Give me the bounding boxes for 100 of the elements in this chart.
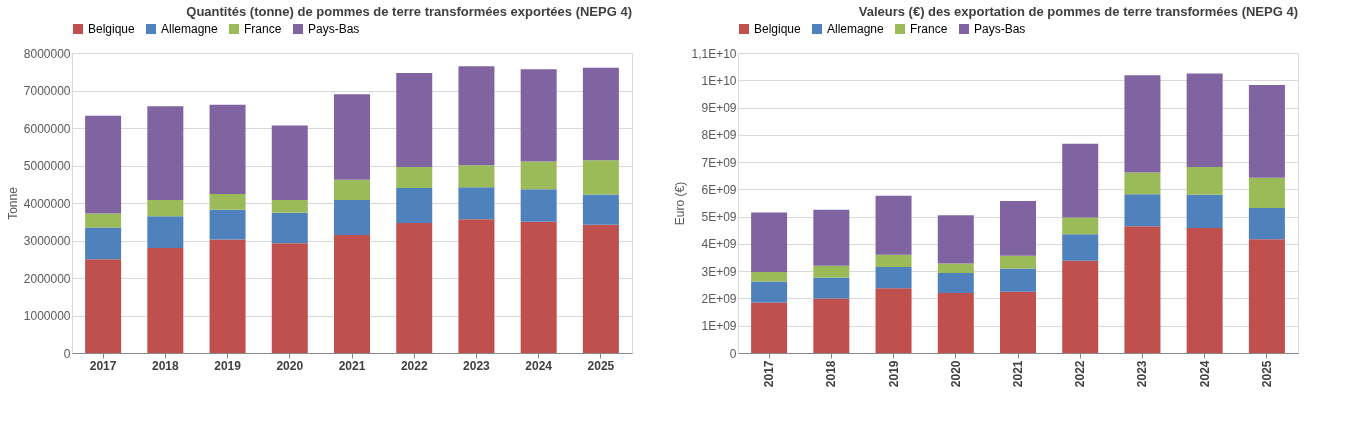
bar [458, 219, 495, 353]
y-tick-label: 1E+09 [701, 319, 737, 334]
bar [209, 194, 246, 210]
bar [813, 265, 850, 278]
bar [458, 165, 495, 188]
bar [813, 298, 850, 353]
y-tick-label: 0 [729, 346, 737, 361]
x-tick-label: 2018 [824, 360, 839, 388]
bar [334, 200, 370, 235]
x-tick-label: 2018 [151, 358, 179, 373]
y-tick-label: 6000000 [23, 121, 71, 136]
bar [751, 281, 788, 303]
x-tick-label: 2022 [1073, 360, 1088, 388]
bar [751, 272, 788, 282]
y-tick-label: 3E+09 [701, 264, 737, 279]
y-tick-label: 5000000 [23, 159, 71, 173]
bar [1186, 167, 1223, 195]
x-tick-label: 2017 [762, 360, 777, 388]
bar [1248, 239, 1285, 353]
y-tick-label: 7000000 [23, 84, 71, 98]
x-tick-label: 2020 [276, 358, 304, 373]
bar [1062, 260, 1099, 353]
bar [147, 248, 184, 353]
y-tick-label: 1E+10 [701, 73, 737, 88]
bar [813, 209, 850, 266]
bar [147, 106, 184, 200]
y-tick-label: 1,1E+10 [691, 46, 737, 61]
y-tick-label: 9E+09 [701, 101, 737, 116]
bar [1248, 84, 1285, 178]
bar [334, 234, 370, 353]
legend-label: Allemagne [827, 22, 885, 36]
x-tick-label: 2025 [1259, 360, 1274, 388]
x-tick-label: 2022 [400, 358, 428, 373]
x-tick-label: 2024 [1197, 360, 1212, 388]
bar [209, 104, 246, 194]
bar [520, 161, 557, 190]
x-tick-label: 2019 [886, 360, 901, 388]
x-tick-label: 2024 [525, 358, 553, 373]
chart-title: Quantités (tonne) de pommes de terre transformées exportées (NEPG 4) [186, 4, 632, 19]
bar [271, 212, 308, 244]
bar [582, 224, 619, 353]
bar [875, 195, 912, 255]
y-tick-label: 1000000 [23, 309, 71, 323]
bar [1186, 228, 1223, 353]
bar [271, 243, 308, 353]
bar [751, 302, 788, 353]
x-tick-label: 2023 [463, 358, 491, 373]
bar [396, 167, 433, 188]
bar [1000, 291, 1036, 353]
y-axis-title: Tonne [5, 186, 20, 220]
bar [334, 94, 370, 180]
legend-label: Belgique [754, 22, 802, 36]
bar [1062, 234, 1099, 261]
bar [209, 239, 246, 353]
y-tick-label: 3000000 [23, 234, 71, 248]
legend-label: France [910, 22, 948, 36]
bar [85, 227, 122, 260]
y-tick-label: 4000000 [23, 196, 71, 211]
bar [520, 189, 557, 222]
y-tick-label: 8000000 [23, 46, 71, 61]
bar [1124, 75, 1161, 173]
x-tick-label: 2021 [338, 358, 366, 373]
legend-label: Pays-Bas [974, 22, 1026, 36]
bar [85, 213, 122, 228]
bar [1000, 255, 1036, 269]
bar [1124, 194, 1161, 227]
bar [582, 67, 619, 161]
bar [875, 254, 912, 268]
bar [396, 72, 433, 167]
bar [1124, 172, 1161, 195]
bar [271, 200, 308, 213]
bar [334, 179, 370, 200]
legend-label: France [244, 22, 282, 36]
bar [1062, 217, 1099, 235]
bar [813, 277, 850, 299]
y-tick-label: 7E+09 [701, 155, 737, 170]
bar [1186, 73, 1223, 167]
bar [937, 293, 974, 353]
y-tick-label: 4E+09 [701, 237, 737, 252]
y-tick-label: 2000000 [23, 271, 71, 286]
bar [396, 222, 433, 353]
bar [1124, 226, 1161, 353]
y-axis-title: Euro (€) [673, 181, 688, 226]
x-tick-label: 2021 [1011, 360, 1025, 388]
bar [1062, 143, 1099, 218]
bar [520, 221, 557, 353]
y-tick-label: 8E+09 [701, 128, 737, 143]
x-tick-label: 2019 [214, 358, 242, 373]
bar [147, 216, 184, 248]
bar [937, 263, 974, 274]
bar [582, 194, 619, 225]
bar [1000, 268, 1036, 292]
bar [875, 267, 912, 289]
bar [582, 160, 619, 195]
y-tick-label: 0 [63, 346, 71, 361]
bar [1248, 207, 1285, 240]
bar [147, 200, 184, 217]
y-tick-label: 5E+09 [701, 210, 737, 225]
y-tick-label: 6E+09 [701, 182, 737, 197]
bar [85, 259, 122, 353]
